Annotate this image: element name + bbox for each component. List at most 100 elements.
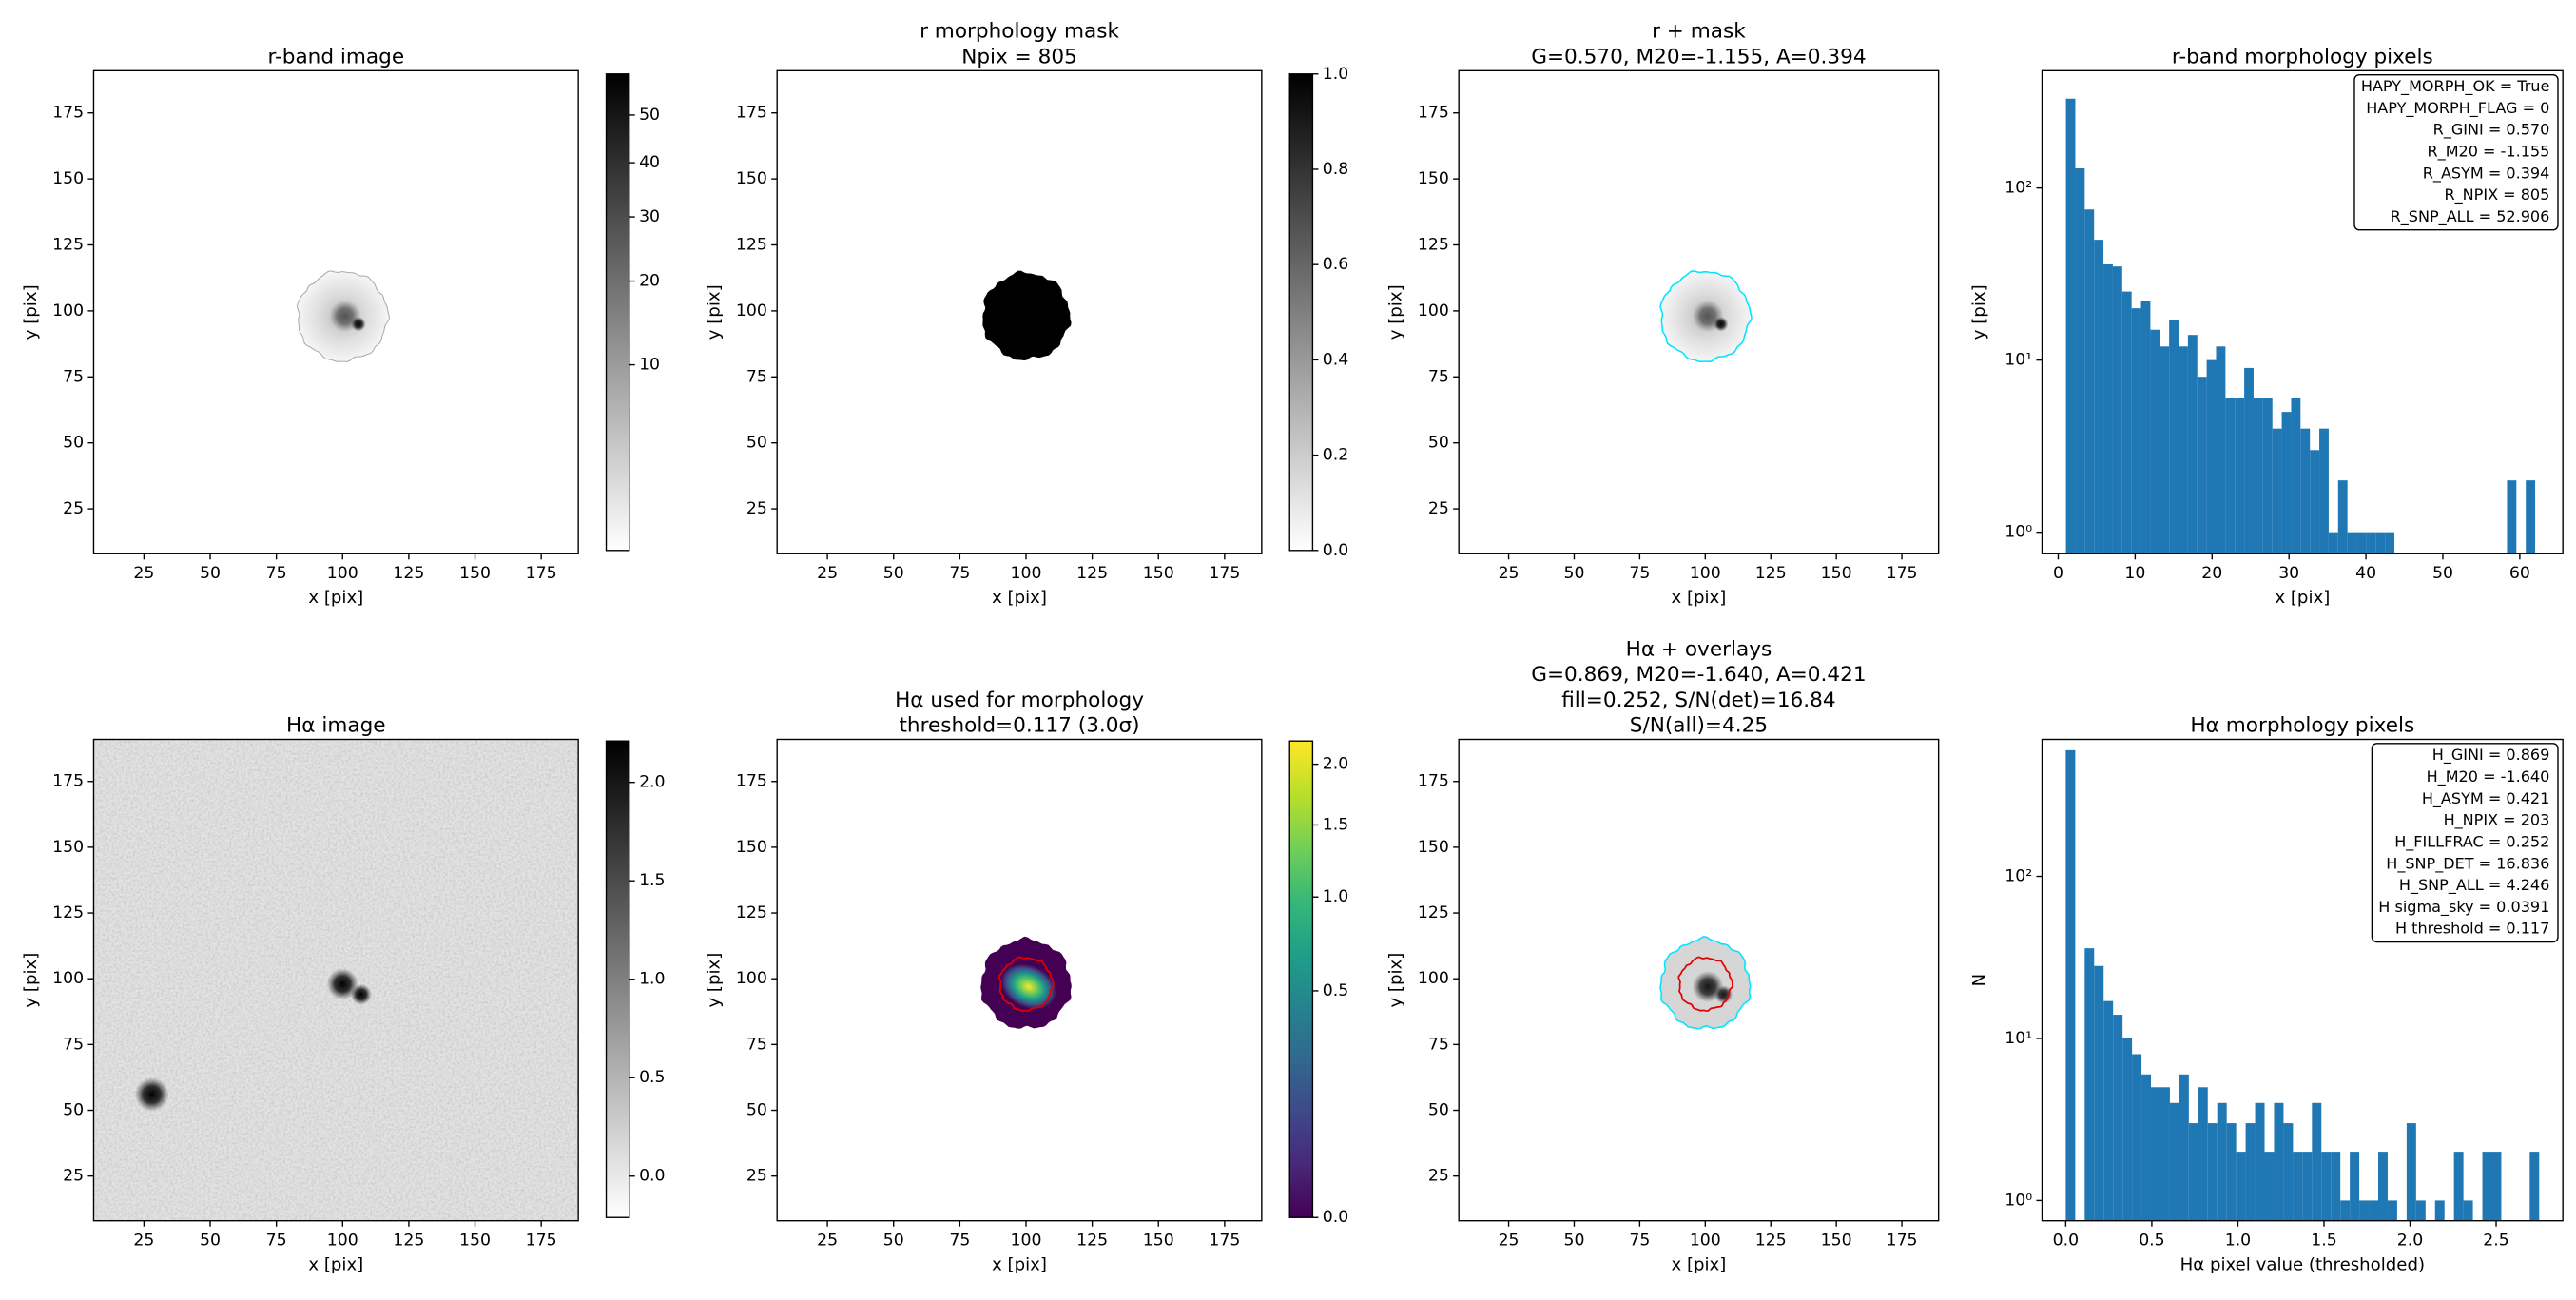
- y-tick-label: 100: [1418, 969, 1449, 988]
- x-tick-label: 125: [393, 564, 424, 583]
- colorbar-tick-label: 0.5: [639, 1068, 665, 1087]
- y-tick-label: 125: [52, 903, 84, 922]
- axes-frame: [1458, 738, 1940, 1222]
- panel-title: S/N(all)=4.25: [1630, 714, 1768, 738]
- y-axis-label: y [pix]: [1386, 284, 1406, 340]
- x-tick-label: 2.0: [2397, 1231, 2423, 1250]
- y-tick-label: 150: [1418, 169, 1449, 188]
- histogram-bar: [2337, 480, 2348, 554]
- histogram-bar: [2179, 346, 2188, 554]
- histogram-bar: [2103, 1000, 2114, 1221]
- y-tick-label: 175: [736, 104, 767, 123]
- histogram-bar: [2169, 320, 2179, 554]
- colorbar-tick-label: 0.0: [1323, 1208, 1348, 1227]
- y-tick-label: 100: [736, 301, 767, 320]
- annotation-text: H_SNP_DET = 16.836: [2386, 854, 2549, 873]
- source-blob: [350, 983, 372, 1005]
- histogram-bar: [2291, 398, 2301, 554]
- contour: [1677, 956, 1733, 1012]
- histogram-bar: [2300, 428, 2311, 554]
- y-tick-label: 50: [746, 1101, 767, 1120]
- y-tick-label: 50: [63, 1101, 84, 1120]
- histogram-bar: [2131, 308, 2141, 554]
- histogram-bar: [2350, 1152, 2360, 1221]
- y-axis-label: y [pix]: [705, 953, 725, 1008]
- x-tick-label: 25: [133, 1231, 154, 1250]
- x-tick-label: 25: [817, 564, 838, 583]
- colorbar: [605, 740, 630, 1218]
- histogram-bar: [2274, 1102, 2284, 1221]
- y-tick-label: 75: [1428, 367, 1449, 386]
- y-tick-label: 25: [1428, 499, 1449, 518]
- histogram-bar: [2140, 301, 2151, 554]
- panel-title: r-band morphology pixels: [2172, 45, 2433, 68]
- colorbar-tick-label: 0.0: [1323, 541, 1348, 560]
- histogram-bar: [2328, 532, 2338, 554]
- annotation-frame: [2371, 743, 2559, 943]
- y-tick-label: 25: [746, 499, 767, 518]
- annotation-text: H_ASYM = 0.421: [2422, 789, 2550, 808]
- y-axis-label: y [pix]: [21, 953, 41, 1008]
- histogram-bar: [2507, 480, 2517, 554]
- x-tick-label: 150: [1143, 1231, 1174, 1250]
- axes-frame: [92, 69, 579, 554]
- x-tick-label: 150: [1821, 564, 1852, 583]
- histogram-bar: [2366, 532, 2376, 554]
- annotation-text: HAPY_MORPH_FLAG = 0: [2366, 99, 2549, 118]
- histogram-bar: [2340, 1200, 2351, 1221]
- x-tick-label: 50: [2432, 564, 2453, 583]
- x-tick-label: 100: [1011, 1231, 1042, 1250]
- y-tick-label: 50: [1428, 434, 1449, 453]
- panel-title: Hα + overlays: [1626, 637, 1772, 661]
- histogram-bar: [2179, 1074, 2189, 1221]
- y-tick-label: 125: [52, 236, 84, 255]
- panel-title: G=0.570, M20=-1.155, A=0.394: [1531, 45, 1866, 68]
- histogram-bar: [2321, 1152, 2332, 1221]
- histogram-bar: [2141, 1074, 2152, 1221]
- x-axis-label: x [pix]: [308, 588, 363, 608]
- histogram-bar: [2075, 168, 2085, 554]
- x-axis-label: x [pix]: [992, 588, 1047, 608]
- histogram-bar: [2235, 398, 2245, 554]
- axes-frame: [2041, 738, 2564, 1222]
- colorbar: [605, 73, 630, 552]
- panel-title: r-band image: [267, 45, 404, 68]
- panel-title: r morphology mask: [920, 20, 1119, 44]
- y-tick-label: 10²: [2005, 867, 2032, 886]
- x-tick-label: 175: [526, 564, 557, 583]
- y-axis-label: y [pix]: [705, 284, 725, 340]
- histogram-bar: [2482, 1152, 2492, 1221]
- histogram-bar: [2453, 1152, 2464, 1221]
- y-tick-label: 125: [1418, 903, 1449, 922]
- x-tick-label: 40: [2355, 564, 2376, 583]
- x-tick-label: 125: [393, 1231, 424, 1250]
- contour: [997, 956, 1055, 1012]
- axes-frame: [2041, 69, 2564, 554]
- y-tick-label: 75: [746, 1035, 767, 1054]
- histogram-bar: [2065, 98, 2076, 554]
- axes-frame: [776, 738, 1263, 1222]
- x-tick-label: 0.0: [2053, 1231, 2079, 1250]
- histogram-bar: [2491, 1152, 2502, 1221]
- histogram-bar: [2160, 1087, 2170, 1221]
- x-tick-label: 100: [1690, 564, 1721, 583]
- colorbar-tick-label: 0.2: [1323, 446, 1348, 465]
- colorbar-tick-label: 2.0: [639, 773, 665, 792]
- y-tick-label: 10⁰: [2005, 1191, 2032, 1210]
- annotation-text: H_NPIX = 203: [2444, 811, 2550, 830]
- x-tick-label: 30: [2278, 564, 2299, 583]
- x-tick-label: 0.5: [2139, 1231, 2164, 1250]
- histogram-bar: [2281, 412, 2292, 554]
- annotation-frame: [2353, 73, 2559, 231]
- x-tick-label: 25: [1499, 1231, 1520, 1250]
- histogram-bar: [2310, 450, 2320, 554]
- x-axis-label: x [pix]: [2275, 588, 2330, 608]
- histogram-bar: [2331, 1152, 2341, 1221]
- annotation-box: H_GINI = 0.869 H_M20 = -1.640 H_ASYM = 0.4…: [2371, 743, 2559, 943]
- colorbar-tick-label: 2.0: [1323, 755, 1348, 774]
- x-tick-label: 175: [1887, 564, 1918, 583]
- histogram-bar: [2187, 335, 2198, 554]
- y-tick-label: 100: [52, 969, 84, 988]
- colorbar-tick-label: 0.8: [1323, 160, 1348, 179]
